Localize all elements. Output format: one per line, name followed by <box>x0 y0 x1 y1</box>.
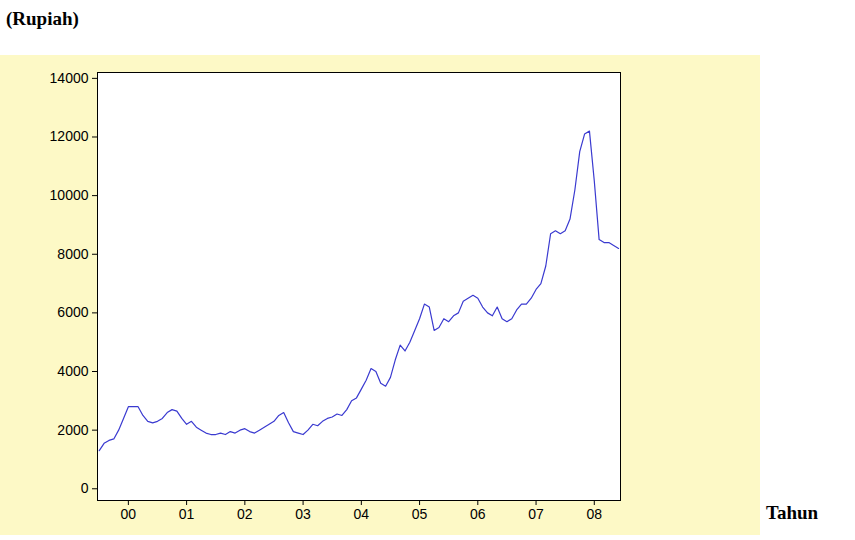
svg-text:4000: 4000 <box>57 363 88 379</box>
svg-text:08: 08 <box>587 506 603 522</box>
svg-text:07: 07 <box>528 506 544 522</box>
svg-text:2000: 2000 <box>57 422 88 438</box>
svg-text:14000: 14000 <box>50 70 89 86</box>
svg-text:12000: 12000 <box>50 128 89 144</box>
svg-text:6000: 6000 <box>57 304 88 320</box>
svg-text:04: 04 <box>354 506 370 522</box>
svg-text:02: 02 <box>237 506 253 522</box>
svg-text:01: 01 <box>179 506 195 522</box>
svg-text:06: 06 <box>470 506 486 522</box>
svg-text:0: 0 <box>81 480 89 496</box>
svg-text:8000: 8000 <box>57 246 88 262</box>
svg-text:10000: 10000 <box>50 187 89 203</box>
svg-text:03: 03 <box>295 506 311 522</box>
svg-text:05: 05 <box>412 506 428 522</box>
html-text:(Rupiah): (Rupiah) <box>6 8 79 29</box>
html-text:Tahun: Tahun <box>766 502 819 523</box>
svg-text:00: 00 <box>121 506 137 522</box>
